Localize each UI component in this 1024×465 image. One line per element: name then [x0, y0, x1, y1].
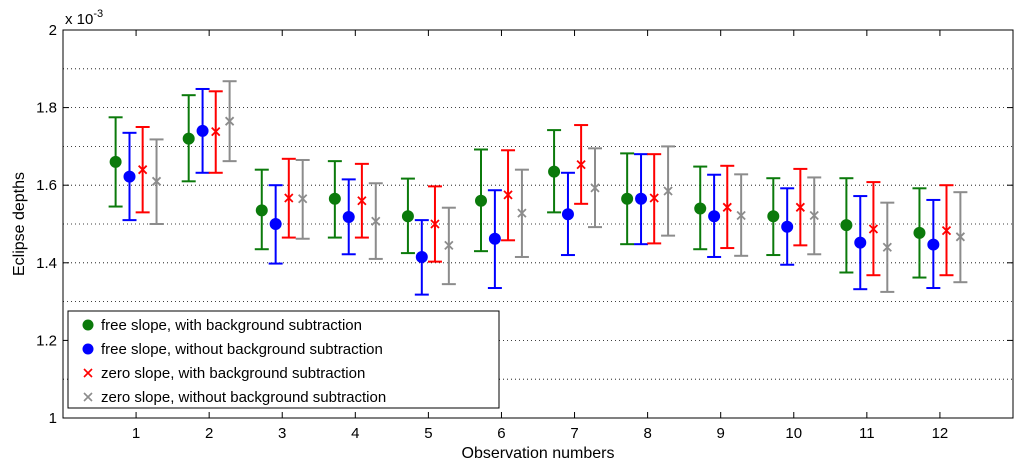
x-tick-label: 2: [205, 425, 213, 442]
data-point: [635, 192, 648, 205]
data-point: [371, 216, 381, 226]
data-point: [882, 242, 892, 252]
plot-area: [62, 29, 1014, 419]
data-point: [342, 211, 355, 224]
data-point: [767, 210, 780, 223]
data-point: [503, 190, 513, 200]
data-point: [736, 210, 746, 221]
y-tick-label: 1.8: [36, 100, 57, 117]
data-point: [138, 165, 148, 175]
data-point: [561, 208, 574, 221]
data-point: [284, 193, 294, 203]
legend-marker: [83, 392, 93, 402]
data-point: [955, 232, 966, 242]
legend-label: free slope, with background subtraction: [101, 317, 362, 334]
data-point: [781, 220, 794, 233]
legend-marker: [83, 368, 93, 378]
data-point: [328, 192, 341, 205]
y-axis-multiplier: x 10-3: [65, 8, 103, 28]
data-point: [868, 224, 879, 234]
data-series: [108, 80, 968, 296]
data-point: [196, 124, 209, 137]
data-point: [151, 176, 162, 186]
data-point: [415, 250, 428, 263]
y-tick-label: 1: [49, 410, 57, 427]
data-point: [809, 210, 819, 221]
x-tick-label: 4: [351, 425, 359, 442]
x-tick-label: 10: [785, 425, 802, 442]
series-3: [135, 90, 954, 277]
legend-marker: [82, 319, 94, 331]
y-tick-label: 1.4: [36, 255, 57, 272]
data-point: [182, 132, 195, 145]
x-tick-label: 12: [932, 425, 949, 442]
data-point: [211, 127, 221, 137]
x-tick-label: 7: [570, 425, 578, 442]
data-point: [708, 210, 721, 223]
axis-ticks: 11.21.41.61.821 2 3 4 5 6 7 8 9 10 11 12: [36, 22, 1013, 442]
data-point: [621, 192, 634, 205]
data-point: [444, 240, 454, 250]
legend-label: free slope, without background subtracti…: [101, 341, 383, 358]
data-point: [298, 194, 308, 204]
data-point: [548, 165, 561, 178]
x-tick-label: 9: [717, 425, 725, 442]
x-tick-label: 6: [497, 425, 505, 442]
y-multiplier-base: x 10: [65, 11, 93, 28]
data-point: [795, 202, 805, 212]
data-point: [488, 232, 501, 245]
y-tick-label: 1.2: [36, 332, 57, 349]
data-point: [255, 204, 268, 217]
x-tick-label: 5: [424, 425, 432, 442]
data-point: [109, 155, 122, 168]
y-tick-label: 1.6: [36, 177, 57, 194]
legend-box: [67, 310, 500, 409]
data-point: [663, 186, 673, 196]
legend-label: zero slope, without background subtracti…: [101, 389, 386, 406]
data-point: [401, 210, 414, 223]
data-point: [269, 218, 282, 230]
legend-label: zero slope, with background subtraction: [101, 365, 365, 382]
y-axis-label: Eclipse depths: [11, 172, 28, 276]
data-point: [224, 116, 235, 126]
y-tick-label: 2: [49, 22, 57, 39]
data-point: [694, 202, 707, 215]
data-point: [576, 159, 586, 170]
series-4: [149, 80, 968, 293]
x-axis-label: Observation numbers: [462, 445, 615, 462]
data-point: [941, 225, 952, 236]
data-point: [517, 208, 527, 218]
legend: free slope, with background subtraction f…: [67, 310, 500, 409]
x-tick-label: 11: [859, 425, 875, 442]
data-point: [722, 202, 732, 212]
series-2: [122, 87, 941, 296]
legend-marker: [82, 343, 94, 355]
x-tick-label: 3: [278, 425, 286, 442]
data-point: [123, 170, 136, 183]
data-point: [475, 194, 487, 207]
y-multiplier-exponent: -3: [93, 8, 103, 20]
data-point: [649, 193, 659, 203]
x-tick-label: 8: [643, 425, 651, 442]
x-tick-label: 1: [132, 425, 140, 442]
data-point: [913, 226, 926, 239]
data-point: [430, 219, 440, 229]
data-point: [927, 238, 940, 251]
data-point: [357, 196, 367, 206]
data-point: [590, 183, 600, 193]
data-point: [854, 236, 867, 249]
data-point: [840, 219, 853, 232]
series-1: [108, 94, 927, 279]
